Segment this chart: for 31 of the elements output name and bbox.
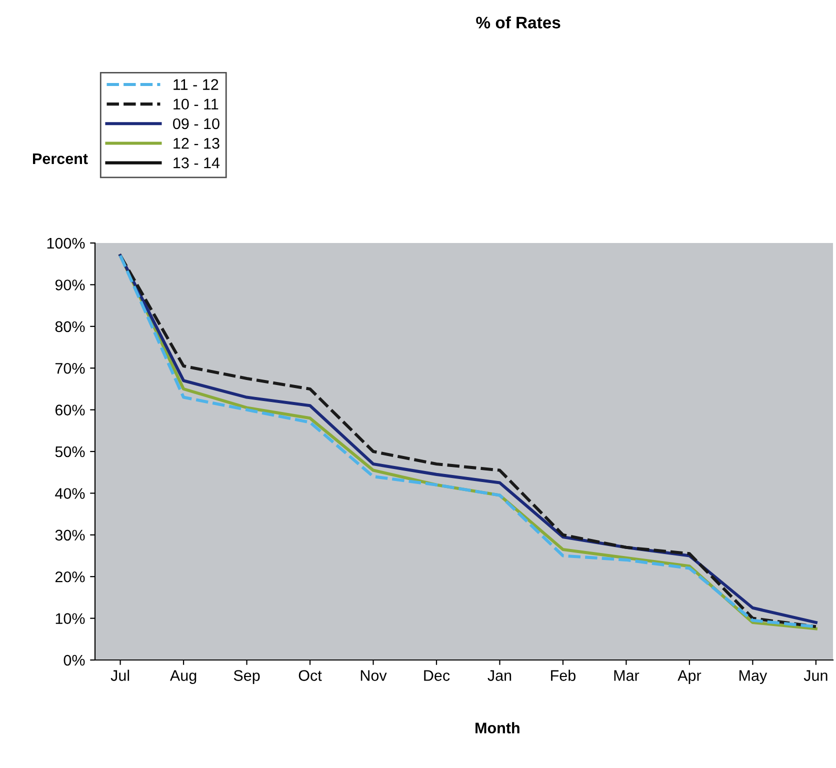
x-tick-label: Feb [551, 670, 576, 681]
x-tick-label: Mar [614, 670, 640, 681]
legend-label: 12 - 13 [174, 138, 220, 149]
x-tick-label: Sep [234, 670, 260, 684]
x-tick-label: Jun [804, 670, 828, 681]
y-axis-title: Percent [33, 153, 88, 164]
y-tick-label: 0% [64, 654, 85, 666]
x-axis-title: Month [476, 722, 520, 734]
y-tick-label: 70% [55, 362, 85, 374]
y-tick-label: 60% [55, 404, 85, 416]
legend-label: 10 - 11 [174, 98, 218, 110]
y-tick-label: 80% [55, 321, 85, 332]
y-tick-label: 40% [55, 488, 85, 499]
x-tick-label: May [740, 670, 768, 684]
chart-title: % of Rates [476, 16, 560, 28]
x-tick-label: Jan [488, 670, 512, 681]
y-tick-label: 30% [55, 530, 85, 541]
y-tick-label: 90% [55, 280, 85, 290]
x-tick-label: Nov [360, 670, 387, 681]
y-tick-label: 100% [47, 238, 85, 249]
y-tick-label: 10% [56, 613, 85, 624]
y-tick-label: 20% [55, 571, 85, 582]
x-tick-label: Apr [678, 670, 702, 684]
x-tick-label: Dec [424, 670, 450, 681]
legend-label: 13 - 14 [174, 158, 220, 168]
x-tick-label: Jul [110, 670, 130, 681]
legend-label: 09 - 10 [173, 118, 220, 130]
y-tick-label: 50% [55, 446, 85, 458]
x-tick-label: Aug [170, 670, 196, 684]
x-tick-label: Oct [298, 670, 322, 681]
legend-label: 11 - 12 [174, 79, 218, 90]
